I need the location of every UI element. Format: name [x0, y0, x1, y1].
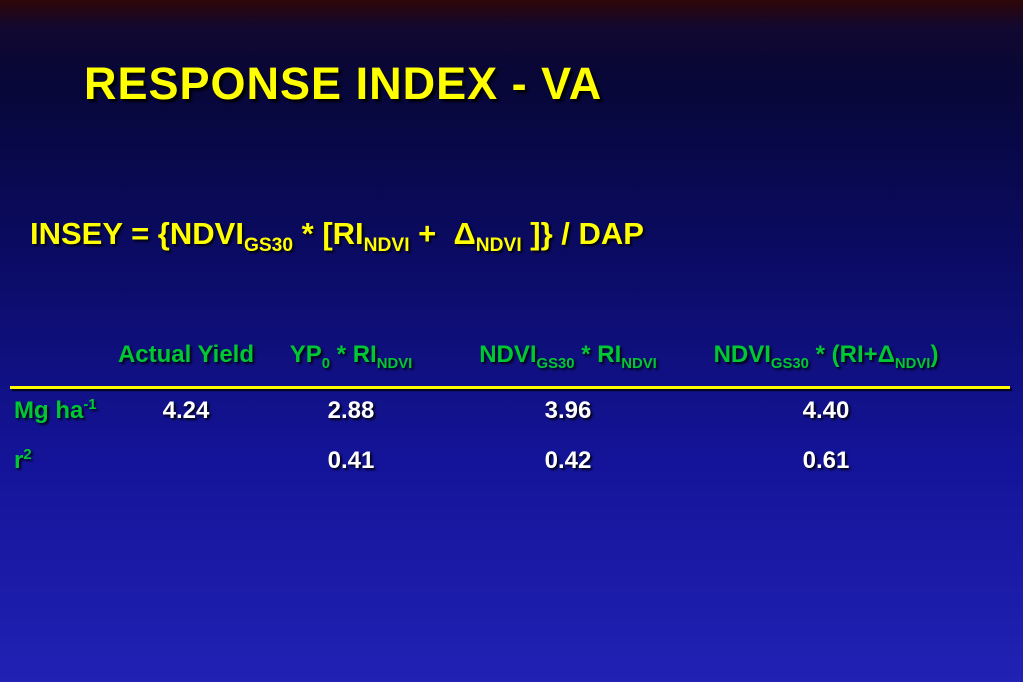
- value-cell: 4.40: [802, 397, 850, 424]
- value-cell: 4.24: [162, 397, 210, 424]
- value-cell: 3.96: [544, 397, 592, 424]
- row-label-mg-ha: Mg ha-1: [14, 397, 97, 424]
- value-cell: 0.41: [327, 447, 375, 474]
- value-cell: [114, 433, 258, 483]
- insey-formula: INSEY = {NDVIGS30 * [RINDVI + ΔNDVI ]} /…: [30, 216, 644, 257]
- slide-title: RESPONSE INDEX - VA: [84, 58, 603, 109]
- value-cell: 0.42: [544, 447, 592, 474]
- results-table: Actual Yield YP0 * RINDVI NDVIGS30 * RIN…: [14, 341, 960, 483]
- value-cell: 2.88: [327, 397, 375, 424]
- row-label-r-squared: r2: [14, 447, 32, 474]
- header-cell-yp0-ri: YP0 * RINDVI: [289, 341, 413, 372]
- header-cell-ndvi-ri-delta: NDVIGS30 * (RI+ΔNDVI): [713, 341, 939, 372]
- header-cell-empty: [14, 341, 114, 383]
- header-cell-ndvi-ri: NDVIGS30 * RINDVI: [479, 341, 657, 372]
- value-cell: 0.61: [802, 447, 850, 474]
- header-cell-actual-yield: Actual Yield: [117, 341, 255, 368]
- header-divider-line: [10, 386, 1010, 389]
